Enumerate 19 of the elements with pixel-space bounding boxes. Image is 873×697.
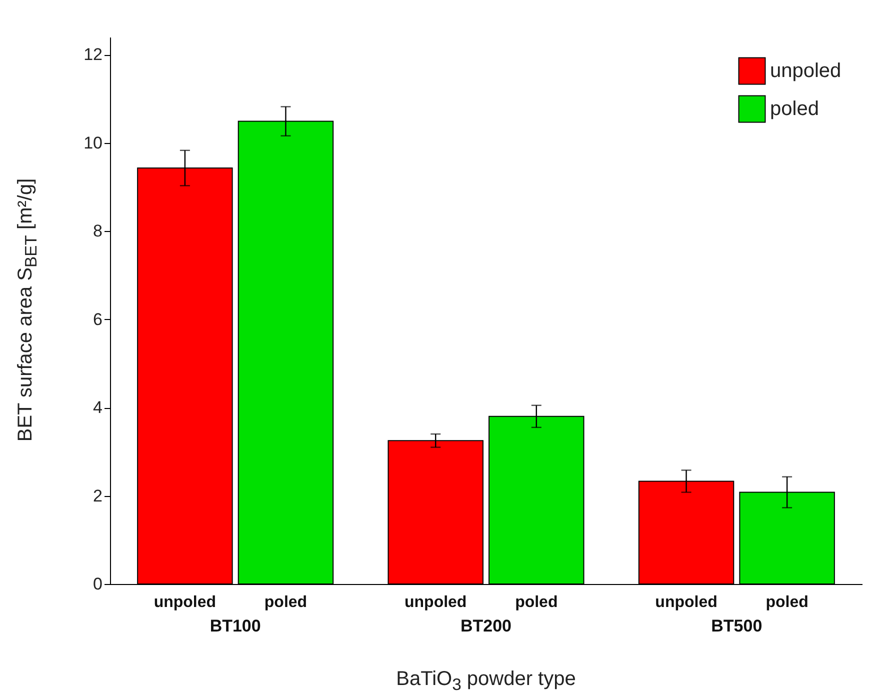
legend-label: poled bbox=[770, 98, 819, 120]
y-tick-label: 8 bbox=[93, 222, 102, 241]
text: unpoled bbox=[154, 594, 216, 611]
x-tick-label: BT200 bbox=[460, 616, 512, 636]
text: unpoled bbox=[404, 594, 467, 611]
text: poled bbox=[515, 594, 558, 611]
legend-label: unpoled bbox=[770, 60, 842, 82]
y-tick-label: 6 bbox=[93, 310, 102, 329]
y-tick-label: 4 bbox=[93, 398, 102, 418]
x-axis-title: BaTiO$_{3}$ powder type bbox=[396, 668, 576, 695]
x-tick-label: BT100 bbox=[210, 616, 261, 636]
x-tick-label: BT500 bbox=[711, 616, 762, 636]
text: poled bbox=[766, 594, 808, 611]
text: unpoled bbox=[655, 594, 718, 611]
y-tick-label: 2 bbox=[93, 486, 102, 506]
text: poled bbox=[264, 594, 308, 611]
y-tick-label: 12 bbox=[84, 45, 102, 64]
y-tick-label: 0 bbox=[93, 574, 102, 594]
y-tick-label: 10 bbox=[84, 133, 102, 152]
